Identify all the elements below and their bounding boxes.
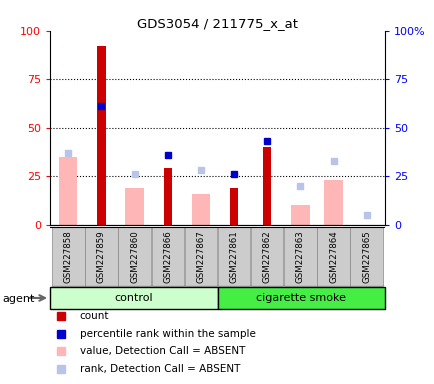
Bar	[184, 227, 217, 286]
Bar	[324, 180, 342, 225]
Bar	[191, 194, 210, 225]
Bar	[316, 227, 349, 286]
Text: control: control	[114, 293, 153, 303]
Text: rank, Detection Call = ABSENT: rank, Detection Call = ABSENT	[79, 364, 240, 374]
Bar	[250, 227, 283, 286]
Text: GSM227862: GSM227862	[262, 230, 271, 283]
Text: GSM227860: GSM227860	[130, 230, 139, 283]
Text: GSM227865: GSM227865	[362, 230, 370, 283]
Bar	[291, 205, 309, 225]
Text: GSM227859: GSM227859	[97, 230, 106, 283]
Text: GSM227861: GSM227861	[229, 230, 238, 283]
Text: value, Detection Call = ABSENT: value, Detection Call = ABSENT	[79, 346, 244, 356]
Text: percentile rank within the sample: percentile rank within the sample	[79, 329, 255, 339]
Bar	[85, 227, 118, 286]
Text: GSM227864: GSM227864	[328, 230, 337, 283]
Text: cigarette smoke: cigarette smoke	[256, 293, 345, 303]
Bar	[230, 188, 238, 225]
Text: count: count	[79, 311, 109, 321]
Text: GSM227863: GSM227863	[295, 230, 304, 283]
Bar	[52, 227, 84, 286]
Bar	[151, 227, 184, 286]
Bar	[50, 287, 217, 309]
Bar	[163, 169, 171, 225]
Title: GDS3054 / 211775_x_at: GDS3054 / 211775_x_at	[137, 17, 297, 30]
Bar	[125, 188, 143, 225]
Text: GSM227867: GSM227867	[196, 230, 205, 283]
Bar	[350, 227, 382, 286]
Bar	[217, 227, 250, 286]
Bar	[263, 147, 271, 225]
Bar	[217, 287, 384, 309]
Text: GSM227866: GSM227866	[163, 230, 172, 283]
Text: GSM227858: GSM227858	[64, 230, 72, 283]
Text: agent: agent	[2, 294, 34, 304]
Bar	[118, 227, 151, 286]
Bar	[97, 46, 105, 225]
Bar	[59, 157, 77, 225]
Bar	[283, 227, 316, 286]
